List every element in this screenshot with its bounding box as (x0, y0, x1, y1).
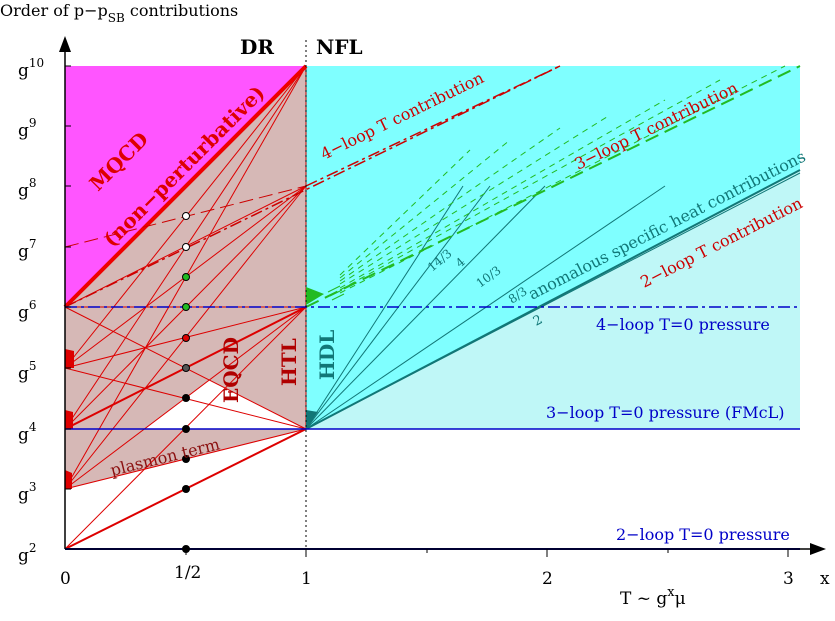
ytick-g5: g5 (18, 359, 37, 384)
p4-label: 4−loop T=0 pressure (596, 315, 770, 334)
xtick-2: 2 (542, 569, 553, 589)
region-nfl-label: NFL (316, 35, 363, 59)
x-axis-label: x (820, 569, 830, 589)
ytick-g9: g9 (18, 116, 37, 141)
loop3-line (305, 65, 801, 308)
green-wedge (306, 287, 324, 305)
ytick-g3: g3 (18, 480, 37, 505)
loop4T-line-b (305, 65, 561, 187)
hdl-boundary (305, 169, 801, 430)
xtick-0: 0 (60, 569, 71, 589)
ytick-g7: g7 (18, 237, 37, 262)
mqcd-boundary-line (63, 64, 308, 309)
xtick-1: 1 (301, 569, 312, 589)
ytick-g8: g8 (18, 176, 37, 201)
y-tick-marks (65, 65, 71, 490)
ytick-g4: g4 (18, 420, 37, 445)
ytick-g2: g2 (18, 541, 37, 566)
teal-wedge (306, 410, 318, 429)
wedge-g4 (65, 410, 73, 429)
anomalous-fan (339, 65, 786, 294)
hdl-label: HDL (315, 330, 339, 380)
half-dots (182, 212, 190, 553)
x-formula: T ~ gxμ (620, 585, 686, 609)
wedge-g3 (65, 470, 72, 489)
x-axis-arrow (810, 543, 826, 555)
wedge-g5 (65, 349, 74, 368)
eqcd-label: EQCD (219, 337, 243, 403)
htl-label: HTL (277, 338, 301, 386)
x-tick-marks (185, 549, 789, 557)
y-axis-arrow (59, 36, 71, 52)
ytick-g6: g6 (18, 298, 37, 323)
p2-label: 2−loop T=0 pressure (616, 525, 790, 544)
ytick-g10: g10 (18, 56, 44, 81)
p3-label: 3−loop T=0 pressure (FMcL) (546, 403, 784, 422)
xtick-half: 1/2 (174, 563, 201, 583)
nfl-region (306, 66, 800, 429)
green-ticks (327, 285, 345, 301)
y-axis-title: Order of p−pSB contributions (0, 1, 238, 25)
region-dr-label: DR (240, 35, 274, 59)
xtick-3: 3 (783, 569, 794, 589)
